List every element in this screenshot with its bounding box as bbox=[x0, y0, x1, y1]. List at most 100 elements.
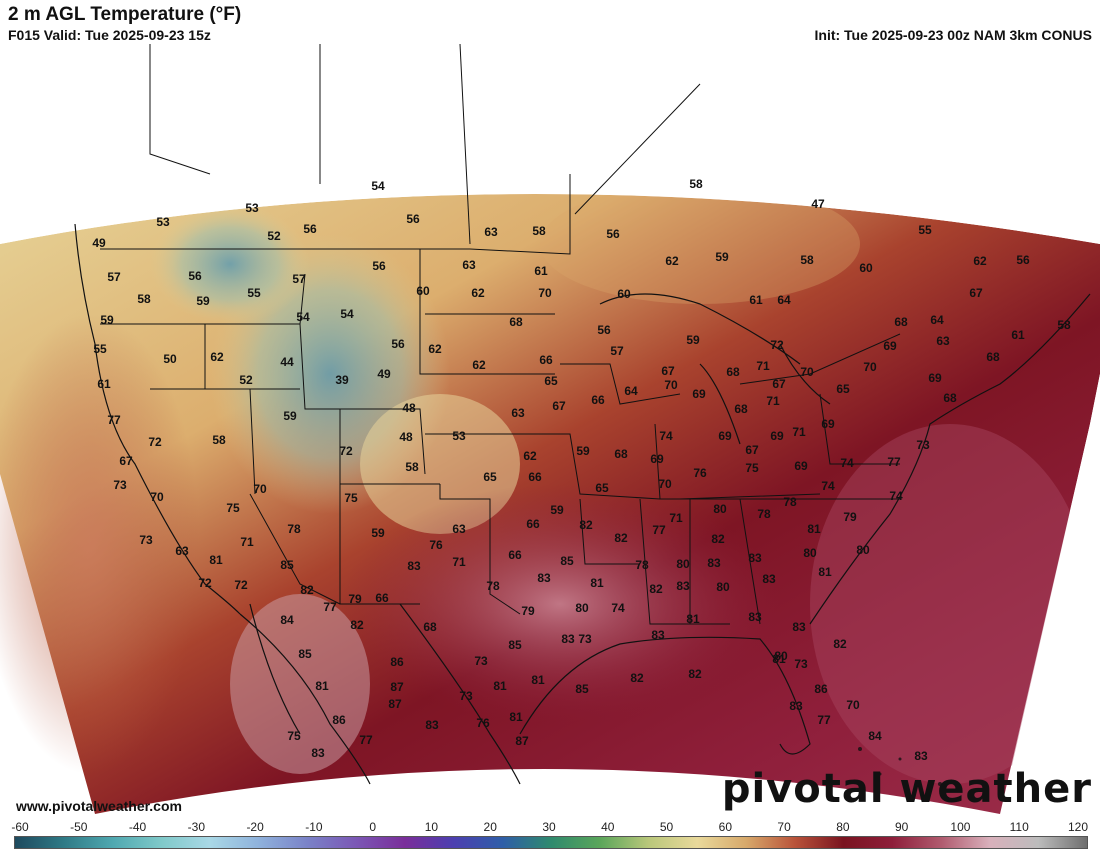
temperature-label: 68 bbox=[986, 350, 1000, 364]
temperature-label: 68 bbox=[894, 315, 908, 329]
temperature-label: 77 bbox=[107, 413, 121, 427]
temperature-label: 66 bbox=[539, 353, 553, 367]
temperature-label: 75 bbox=[745, 461, 759, 475]
scale-tick: -10 bbox=[305, 820, 323, 834]
temperature-label: 68 bbox=[726, 365, 740, 379]
temperature-label: 48 bbox=[402, 401, 416, 415]
temperature-label: 58 bbox=[405, 460, 419, 474]
temperature-label: 86 bbox=[814, 682, 828, 696]
temperature-label: 66 bbox=[526, 517, 540, 531]
color-scale-bar bbox=[14, 836, 1088, 849]
temperature-label: 69 bbox=[821, 417, 835, 431]
temperature-label: 74 bbox=[611, 601, 625, 615]
temperature-label: 52 bbox=[239, 373, 253, 387]
temperature-label: 68 bbox=[423, 620, 437, 634]
temperature-label: 83 bbox=[407, 559, 421, 573]
temperature-label: 74 bbox=[659, 429, 673, 443]
temperature-label: 70 bbox=[846, 698, 860, 712]
temperature-label: 77 bbox=[359, 733, 373, 747]
temperature-label: 62 bbox=[210, 350, 224, 364]
temperature-label: 70 bbox=[800, 365, 814, 379]
temperature-label: 53 bbox=[156, 215, 170, 229]
temperature-label: 56 bbox=[303, 222, 317, 236]
temperature-label: 61 bbox=[534, 264, 548, 278]
temperature-label: 77 bbox=[817, 713, 831, 727]
temperature-label: 71 bbox=[756, 359, 770, 373]
temperature-label: 65 bbox=[483, 470, 497, 484]
temperature-label: 58 bbox=[137, 292, 151, 306]
temperature-label: 72 bbox=[198, 576, 212, 590]
scale-tick: 120 bbox=[1067, 820, 1089, 834]
temperature-label: 82 bbox=[711, 532, 725, 546]
temperature-label: 62 bbox=[472, 358, 486, 372]
temperature-label: 67 bbox=[661, 364, 675, 378]
temperature-label: 81 bbox=[590, 576, 604, 590]
temperature-label: 71 bbox=[452, 555, 466, 569]
temperature-label: 56 bbox=[597, 323, 611, 337]
temperature-label: 59 bbox=[576, 444, 590, 458]
temperature-label: 84 bbox=[280, 613, 294, 627]
scale-tick: -20 bbox=[246, 820, 264, 834]
temperature-label: 82 bbox=[300, 583, 314, 597]
temperature-label: 70 bbox=[253, 482, 267, 496]
scale-tick: 10 bbox=[424, 820, 439, 834]
temperature-label: 64 bbox=[624, 384, 638, 398]
temperature-label: 69 bbox=[770, 429, 784, 443]
temperature-label: 61 bbox=[97, 377, 111, 391]
scale-tick: 70 bbox=[777, 820, 791, 834]
temperature-label: 75 bbox=[287, 729, 301, 743]
temperature-label: 62 bbox=[471, 286, 485, 300]
temperature-label: 80 bbox=[716, 580, 730, 594]
header: 2 m AGL Temperature (°F) F015 Valid: Tue… bbox=[0, 0, 1100, 44]
scale-tick: 50 bbox=[659, 820, 674, 834]
temperature-label: 72 bbox=[234, 578, 248, 592]
temperature-label: 73 bbox=[474, 654, 488, 668]
temperature-label: 83 bbox=[762, 572, 776, 586]
temperature-label: 75 bbox=[344, 491, 358, 505]
site-url[interactable]: www.pivotalweather.com bbox=[16, 798, 182, 814]
temperature-label: 81 bbox=[209, 553, 223, 567]
scale-tick: 80 bbox=[836, 820, 850, 834]
temperature-label: 65 bbox=[544, 374, 558, 388]
scale-tick: -40 bbox=[128, 820, 147, 834]
temperature-label: 53 bbox=[245, 201, 259, 215]
temperature-label: 73 bbox=[578, 632, 592, 646]
init-time: Init: Tue 2025-09-23 00z NAM 3km CONUS bbox=[814, 27, 1093, 43]
temperature-label: 82 bbox=[833, 637, 847, 651]
coastline bbox=[74, 223, 1091, 785]
map-canvas bbox=[0, 43, 1100, 845]
temperature-label: 87 bbox=[388, 697, 402, 711]
temperature-label: 69 bbox=[794, 459, 808, 473]
temperature-label: 72 bbox=[148, 435, 162, 449]
scale-tick: -60 bbox=[11, 820, 29, 834]
temperature-label: 82 bbox=[579, 518, 593, 532]
temperature-label: 85 bbox=[298, 647, 312, 661]
temperature-label: 85 bbox=[280, 558, 294, 572]
scale-tick: 0 bbox=[369, 820, 376, 834]
temperature-label: 87 bbox=[515, 734, 529, 748]
color-scale-ticks: -60 -50 -40 -30 -20 -10 0 10 20 30 40 50 60 70 80 90 100… bbox=[0, 820, 1100, 834]
temperature-label: 59 bbox=[283, 409, 297, 423]
temperature-label: 70 bbox=[863, 360, 877, 374]
brand-logo: pivotal weather bbox=[721, 766, 1092, 812]
temperature-label: 59 bbox=[550, 503, 564, 517]
temperature-label: 86 bbox=[390, 655, 404, 669]
valid-time: F015 Valid: Tue 2025-09-23 15z bbox=[8, 27, 211, 43]
temperature-label: 69 bbox=[883, 339, 897, 353]
temperature-label: 81 bbox=[493, 679, 507, 693]
temperature-label: 83 bbox=[537, 571, 551, 585]
temperature-label: 78 bbox=[783, 495, 797, 509]
temperature-label: 57 bbox=[292, 272, 306, 286]
temperature-label: 61 bbox=[1011, 328, 1025, 342]
scale-tick: 30 bbox=[542, 820, 556, 834]
temperature-label: 52 bbox=[267, 229, 281, 243]
temperature-label: 82 bbox=[614, 531, 628, 545]
temperature-label: 50 bbox=[163, 352, 177, 366]
temperature-label: 69 bbox=[692, 387, 706, 401]
temperature-label: 83 bbox=[676, 579, 690, 593]
temperature-label: 58 bbox=[532, 224, 546, 238]
temperature-label: 83 bbox=[561, 632, 575, 646]
temperature-label: 77 bbox=[887, 455, 901, 469]
temperature-label: 83 bbox=[425, 718, 439, 732]
temperature-label: 66 bbox=[528, 470, 542, 484]
